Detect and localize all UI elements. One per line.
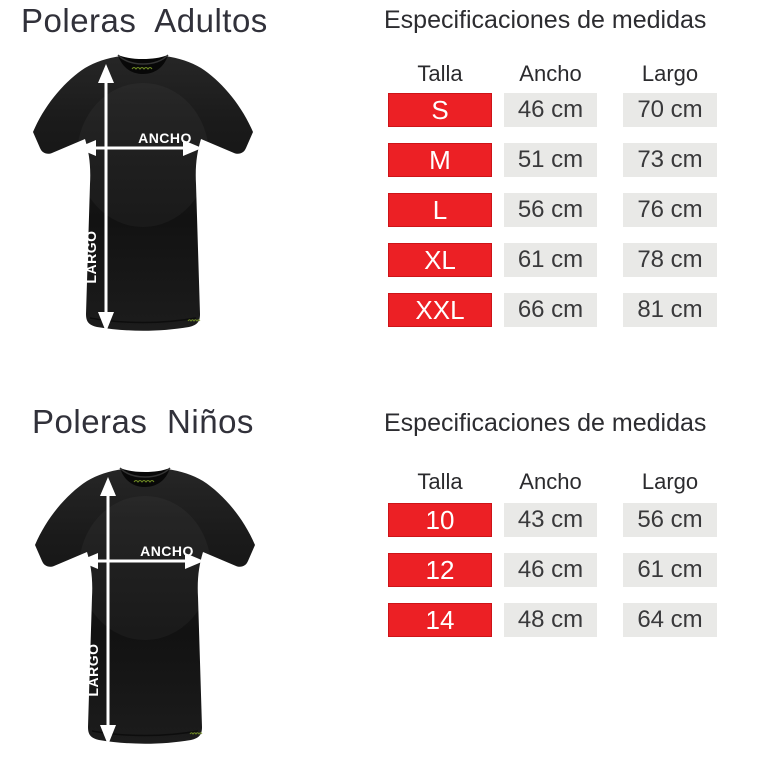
- collar-brand-logo-icon: [133, 480, 155, 483]
- kids-shirt-diagram: ANCHO LARGO: [35, 467, 255, 745]
- column-header-ancho: Ancho: [519, 469, 582, 494]
- width-cell: 51 cm: [504, 143, 597, 177]
- table-row: XL 61 cm 78 cm: [388, 243, 718, 277]
- width-cell: 66 cm: [504, 293, 597, 327]
- length-label: LARGO: [83, 230, 99, 283]
- adults-table-header: Talla Ancho Largo: [388, 59, 718, 89]
- size-cell: L: [388, 193, 492, 227]
- kids-shirt-figure: ANCHO LARGO: [30, 463, 260, 753]
- length-cell: 81 cm: [623, 293, 717, 327]
- width-label: ANCHO: [140, 543, 194, 559]
- length-cell: 64 cm: [623, 603, 717, 637]
- length-cell: 78 cm: [623, 243, 717, 277]
- length-cell: 70 cm: [623, 93, 717, 127]
- collar-brand-logo-icon: [131, 67, 153, 70]
- column-header-talla: Talla: [417, 61, 463, 86]
- kids-section-title: Poleras Niños: [32, 403, 254, 440]
- size-cell: XXL: [388, 293, 492, 327]
- table-row: L 56 cm 76 cm: [388, 193, 718, 227]
- hem-brand-logo-icon: [187, 319, 201, 322]
- adults-shirt-diagram: ANCHO LARGO: [33, 54, 253, 332]
- size-cell: M: [388, 143, 492, 177]
- width-cell: 46 cm: [504, 553, 597, 587]
- length-label: LARGO: [85, 643, 101, 696]
- hem-brand-logo-icon: [189, 732, 203, 735]
- adults-shirt-figure: ANCHO LARGO: [28, 50, 258, 340]
- table-row: S 46 cm 70 cm: [388, 93, 718, 127]
- width-arrow-icon: [79, 553, 204, 569]
- length-cell: 76 cm: [623, 193, 717, 227]
- kids-spec-title: Especificaciones de medidas: [384, 409, 707, 437]
- width-cell: 61 cm: [504, 243, 597, 277]
- width-cell: 46 cm: [504, 93, 597, 127]
- size-cell: 12: [388, 553, 492, 587]
- column-header-largo: Largo: [641, 61, 699, 86]
- table-row: 14 48 cm 64 cm: [388, 603, 718, 637]
- width-cell: 43 cm: [504, 503, 597, 537]
- column-header-ancho: Ancho: [519, 61, 582, 86]
- size-cell: 10: [388, 503, 492, 537]
- kids-table-header: Talla Ancho Largo: [388, 467, 718, 497]
- table-row: 10 43 cm 56 cm: [388, 503, 718, 537]
- length-cell: 73 cm: [623, 143, 717, 177]
- length-cell: 61 cm: [623, 553, 717, 587]
- table-row: M 51 cm 73 cm: [388, 143, 718, 177]
- width-cell: 48 cm: [504, 603, 597, 637]
- column-header-largo: Largo: [641, 469, 699, 494]
- width-arrow-icon: [77, 140, 202, 156]
- length-arrow-icon: [98, 64, 114, 332]
- table-row: 12 46 cm 61 cm: [388, 553, 718, 587]
- width-label: ANCHO: [138, 130, 192, 146]
- size-cell: XL: [388, 243, 492, 277]
- size-cell: S: [388, 93, 492, 127]
- adults-section-title: Poleras Adultos: [21, 2, 268, 39]
- table-row: XXL 66 cm 81 cm: [388, 293, 718, 327]
- length-arrow-icon: [100, 477, 116, 745]
- column-header-talla: Talla: [417, 469, 463, 494]
- tshirt-silhouette: [35, 467, 255, 744]
- adults-spec-title: Especificaciones de medidas: [384, 6, 707, 34]
- length-cell: 56 cm: [623, 503, 717, 537]
- width-cell: 56 cm: [504, 193, 597, 227]
- tshirt-silhouette: [33, 54, 253, 331]
- size-cell: 14: [388, 603, 492, 637]
